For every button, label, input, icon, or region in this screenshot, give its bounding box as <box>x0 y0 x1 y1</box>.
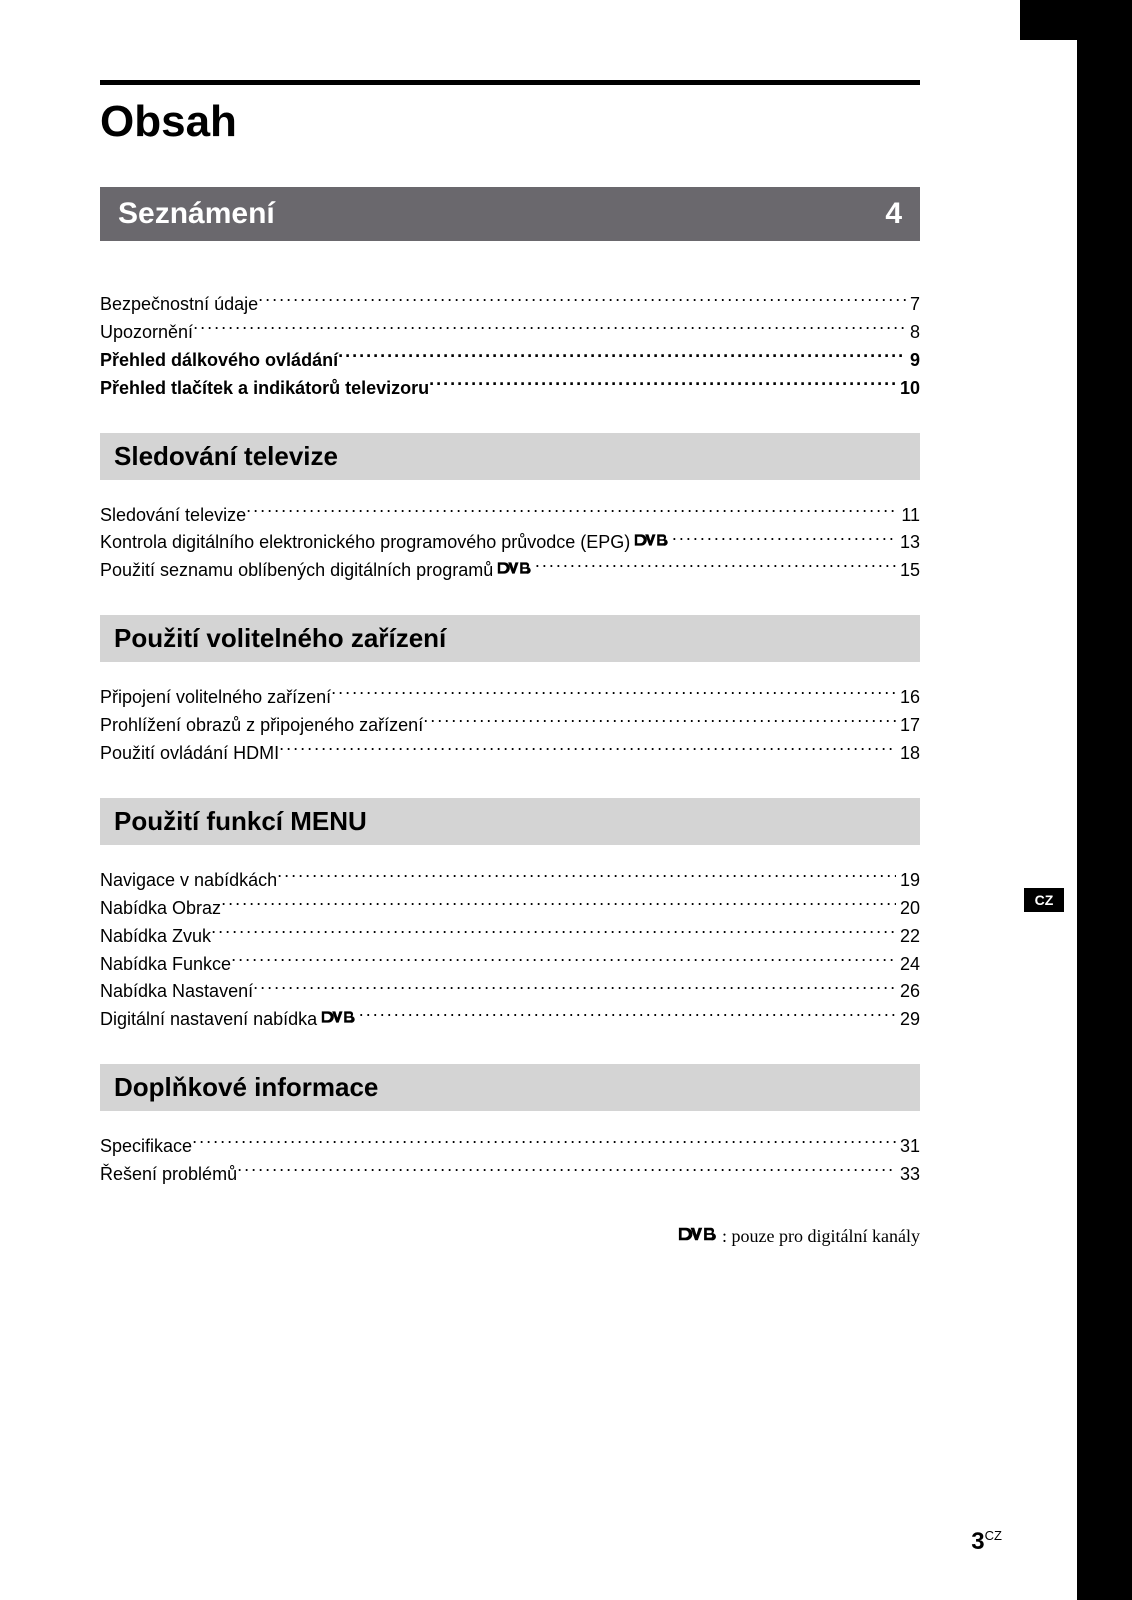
toc-section-list: Sledování televize 11Kontrola digitálníh… <box>100 502 920 586</box>
toc-item-page: 17 <box>896 712 920 740</box>
toc-row: Nabídka Zvuk 22 <box>100 923 920 951</box>
footer-suffix: CZ <box>985 1528 1002 1543</box>
toc-item-page: 7 <box>906 291 920 319</box>
toc-item-label: Bezpečnostní údaje <box>100 291 258 319</box>
main-section-page: 4 <box>885 197 902 231</box>
toc-row: Upozornění 8 <box>100 319 920 347</box>
toc-leader <box>359 1007 896 1025</box>
toc-item-page: 26 <box>896 978 920 1006</box>
toc-item-label: Nabídka Zvuk <box>100 923 211 951</box>
toc-section-list: Připojení volitelného zařízení 16Prohlíž… <box>100 684 920 768</box>
toc-item-label: Řešení problémů <box>100 1161 237 1189</box>
toc-item-label: Prohlížení obrazů z připojeného zařízení <box>100 712 423 740</box>
toc-row: Nabídka Nastavení 26 <box>100 978 920 1006</box>
toc-leader <box>231 952 896 970</box>
toc-row: Navigace v nabídkách 19 <box>100 867 920 895</box>
toc-leader <box>331 685 896 703</box>
toc-item-page: 29 <box>896 1006 920 1034</box>
language-tab: CZ <box>1024 888 1064 912</box>
toc-item-label: Specifikace <box>100 1133 192 1161</box>
toc-leader <box>338 348 906 366</box>
toc-leader <box>237 1162 896 1180</box>
toc-item-page: 10 <box>896 375 920 403</box>
toc-item-page: 31 <box>896 1133 920 1161</box>
toc-row: Prohlížení obrazů z připojeného zařízení… <box>100 712 920 740</box>
toc-item-page: 20 <box>896 895 920 923</box>
toc-item-page: 22 <box>896 923 920 951</box>
toc-item-label: Nabídka Obraz <box>100 895 221 923</box>
toc-item-page: 24 <box>896 951 920 979</box>
side-tab-strip <box>1077 0 1132 1600</box>
footer-page-number: 3CZ <box>971 1528 1002 1556</box>
toc-leader <box>258 292 906 310</box>
footer-number: 3 <box>971 1528 984 1555</box>
toc-intro-list: Bezpečnostní údaje 7Upozornění 8Přehled … <box>100 291 920 403</box>
dvb-legend: : pouze pro digitální kanály <box>100 1225 920 1248</box>
page-content: Obsah Seznámení 4 Bezpečnostní údaje 7Up… <box>0 0 1020 1600</box>
dvb-icon <box>321 1009 355 1025</box>
side-tab-top-block <box>1020 0 1132 40</box>
toc-leader <box>277 868 896 886</box>
toc-item-page: 9 <box>906 347 920 375</box>
toc-row: Použití seznamu oblíbených digitálních p… <box>100 557 920 585</box>
toc-item-page: 13 <box>896 529 920 557</box>
toc-item-page: 33 <box>896 1161 920 1189</box>
section-heading: Sledování televize <box>100 433 920 480</box>
toc-row: Nabídka Funkce 24 <box>100 951 920 979</box>
dvb-legend-text: : pouze pro digitální kanály <box>722 1226 920 1247</box>
toc-item-page: 8 <box>906 319 920 347</box>
toc-row: Použití ovládání HDMI 18 <box>100 740 920 768</box>
toc-row: Bezpečnostní údaje 7 <box>100 291 920 319</box>
dvb-icon <box>634 532 668 548</box>
toc-item-page: 19 <box>896 867 920 895</box>
toc-item-label: Připojení volitelného zařízení <box>100 684 331 712</box>
section-heading: Doplňkové informace <box>100 1064 920 1111</box>
toc-row: Kontrola digitálního elektronického prog… <box>100 529 920 557</box>
toc-leader <box>192 1134 896 1152</box>
toc-leader <box>535 558 896 576</box>
toc-item-label: Kontrola digitálního elektronického prog… <box>100 529 630 557</box>
toc-leader <box>423 713 896 731</box>
toc-item-page: 16 <box>896 684 920 712</box>
toc-leader <box>429 376 896 394</box>
toc-item-label: Použití ovládání HDMI <box>100 740 279 768</box>
toc-row: Řešení problémů 33 <box>100 1161 920 1189</box>
toc-row: Digitální nastavení nabídka 29 <box>100 1006 920 1034</box>
toc-row: Specifikace 31 <box>100 1133 920 1161</box>
toc-item-label: Přehled dálkového ovládání <box>100 347 338 375</box>
toc-leader <box>672 530 896 548</box>
top-rule <box>100 80 920 85</box>
toc-item-label: Sledování televize <box>100 502 246 530</box>
toc-leader <box>193 320 906 338</box>
toc-item-page: 18 <box>896 740 920 768</box>
toc-section-list: Specifikace 31Řešení problémů 33 <box>100 1133 920 1189</box>
toc-row: Sledování televize 11 <box>100 502 920 530</box>
toc-item-label: Digitální nastavení nabídka <box>100 1006 317 1034</box>
toc-item-label: Použití seznamu oblíbených digitálních p… <box>100 557 493 585</box>
dvb-icon <box>497 560 531 576</box>
toc-item-label: Navigace v nabídkách <box>100 867 277 895</box>
toc-leader <box>211 924 896 942</box>
toc-item-label: Nabídka Nastavení <box>100 978 253 1006</box>
dvb-icon <box>678 1225 716 1248</box>
section-heading: Použití volitelného zařízení <box>100 615 920 662</box>
main-section-bar: Seznámení 4 <box>100 187 920 241</box>
toc-leader <box>246 503 897 521</box>
toc-leader <box>253 979 896 997</box>
toc-item-page: 15 <box>896 557 920 585</box>
toc-section-list: Navigace v nabídkách 19Nabídka Obraz 20N… <box>100 867 920 1034</box>
toc-row: Nabídka Obraz 20 <box>100 895 920 923</box>
main-section-label: Seznámení <box>118 197 275 231</box>
toc-item-label: Upozornění <box>100 319 193 347</box>
page-title: Obsah <box>100 97 920 147</box>
toc-item-label: Nabídka Funkce <box>100 951 231 979</box>
toc-row: Připojení volitelného zařízení 16 <box>100 684 920 712</box>
toc-leader <box>279 741 896 759</box>
toc-leader <box>221 896 896 914</box>
toc-row: Přehled dálkového ovládání 9 <box>100 347 920 375</box>
toc-row: Přehled tlačítek a indikátorů televizoru… <box>100 375 920 403</box>
toc-item-label: Přehled tlačítek a indikátorů televizoru <box>100 375 429 403</box>
toc-item-page: 11 <box>897 502 920 530</box>
section-heading: Použití funkcí MENU <box>100 798 920 845</box>
